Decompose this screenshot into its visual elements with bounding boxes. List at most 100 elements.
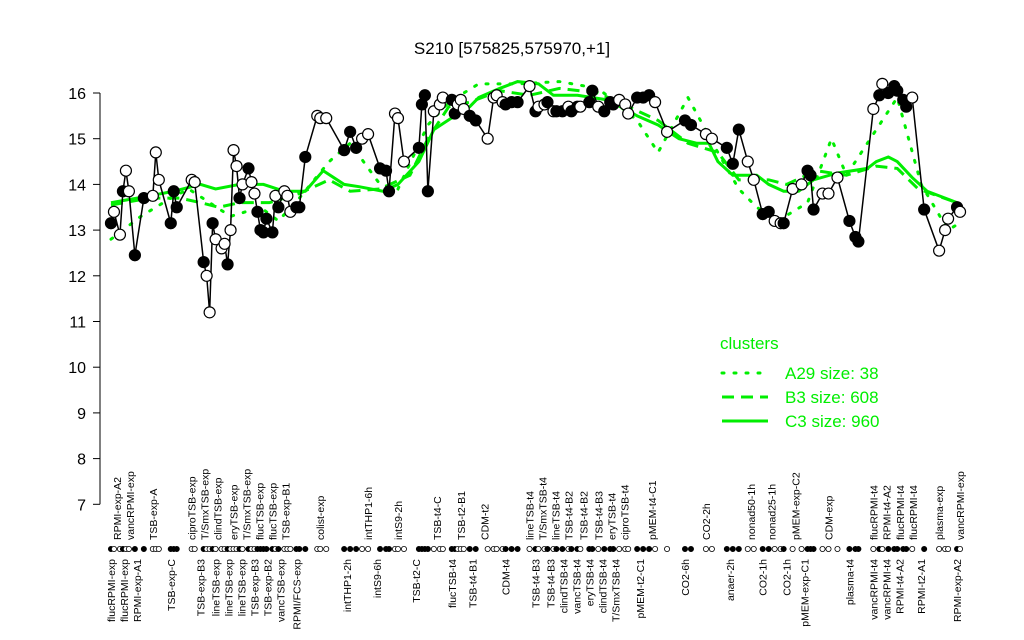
- data-point-filled: [197, 255, 210, 269]
- sample-label-top: CDM-exp: [823, 496, 835, 540]
- sample-label-top: lineTSB-t4: [551, 491, 563, 540]
- data-point-open: [822, 187, 835, 200]
- sample-label-top: TSB-exp-B1: [281, 483, 293, 540]
- data-point-filled: [272, 201, 285, 214]
- data-point-filled: [299, 150, 312, 164]
- rug-dot-filled: [502, 546, 509, 553]
- rug-dot-open: [708, 546, 715, 553]
- data-point-open: [281, 189, 294, 202]
- data-line: [104, 77, 967, 319]
- sample-label-bottom: intTHP1-2h: [342, 559, 354, 612]
- data-point-open: [876, 77, 889, 90]
- y-tick-label: 11: [69, 315, 86, 332]
- rug-dot-filled: [553, 546, 560, 553]
- data-point-filled: [350, 141, 363, 154]
- data-point-open: [245, 176, 258, 189]
- sample-label-top: T/SmxTSB-exp: [200, 469, 212, 540]
- data-point-open: [203, 306, 216, 319]
- rug-dot-filled: [514, 546, 521, 553]
- data-point-open: [906, 91, 919, 104]
- rug-dot-filled: [341, 546, 348, 553]
- cluster-line-dotted: [109, 80, 965, 241]
- sample-label-top: intTHP1-6h: [363, 487, 375, 540]
- sample-label-bottom: lineTSB-exp: [224, 559, 236, 616]
- sample-label-bottom: CDM-t4: [501, 559, 513, 595]
- rug-dot-open: [744, 546, 751, 553]
- data-point-filled: [807, 203, 820, 216]
- rug-dot-open: [239, 546, 246, 553]
- data-point-filled: [891, 84, 904, 97]
- rug-dot-open: [936, 546, 943, 553]
- data-point-filled: [104, 217, 118, 230]
- rug-dot-filled: [687, 546, 694, 553]
- data-point-filled: [469, 114, 482, 127]
- sample-label-top: flucRPMI-t4: [908, 485, 920, 540]
- rug-dot-open: [909, 546, 916, 553]
- rug-dot-open: [789, 546, 796, 553]
- data-point-filled: [233, 192, 246, 205]
- data-point-open: [953, 205, 967, 218]
- data-point-open: [391, 112, 405, 125]
- data-point-open: [227, 144, 240, 157]
- rug-dot-filled: [173, 546, 180, 553]
- sample-label-top: CO2-2h: [701, 503, 713, 540]
- y-tick-label: 16: [68, 86, 86, 103]
- data-point-open: [122, 185, 136, 198]
- data-point-open: [660, 125, 674, 138]
- sample-label-top: nonad25-1h: [767, 484, 779, 540]
- rug-dot-filled: [424, 546, 431, 553]
- rug-dot-open: [834, 546, 841, 553]
- data-point-filled: [726, 157, 739, 170]
- rug-dot-filled: [140, 546, 147, 553]
- rug-dot-open: [945, 546, 952, 553]
- rug-dot-filled: [646, 546, 653, 553]
- rug-dot-open: [323, 546, 330, 553]
- sample-label-top: RPMI-t4-A2: [881, 485, 893, 540]
- sample-label-bottom: T/SmxTSB-t4: [610, 559, 622, 622]
- rug-dot-open: [595, 546, 602, 553]
- rug-dot-filled: [377, 546, 384, 553]
- data-point-filled: [164, 217, 177, 230]
- rug-dot-filled: [846, 546, 853, 553]
- sample-label-top: flucTSB-exp: [255, 483, 267, 540]
- rug-dot-open: [460, 546, 467, 553]
- sample-label-bottom: CO2-1h: [782, 559, 794, 596]
- data-point-filled: [379, 164, 393, 177]
- rug-dot-filled: [885, 546, 892, 553]
- data-point-filled: [732, 123, 745, 136]
- data-point-filled: [762, 205, 775, 218]
- sample-label-bottom: pMEM-exp-C1: [800, 559, 812, 627]
- rug-dot-filled: [347, 546, 354, 553]
- rug-dot-open: [819, 546, 826, 553]
- rug-dot-open: [430, 546, 437, 553]
- rug-dot-filled: [855, 546, 862, 553]
- rug-dot-open: [870, 546, 877, 553]
- rug-dot-filled: [263, 546, 270, 553]
- data-point-open: [200, 269, 213, 282]
- rug-dot-filled: [508, 546, 515, 553]
- rug-dot-open: [577, 546, 584, 553]
- rug-dot-open: [535, 546, 542, 553]
- data-point-open: [795, 178, 808, 191]
- data-point-open: [224, 224, 237, 237]
- legend: clusters A29 size: 38 B3 size: 608 C3 size…: [720, 334, 880, 431]
- sample-label-top: pMEM-exp-C2: [791, 472, 803, 540]
- data-point-open: [188, 176, 201, 189]
- y-tick-label: 7: [77, 497, 86, 514]
- data-point-filled: [242, 162, 255, 175]
- rug-dot-filled: [589, 546, 596, 553]
- data-point-open: [705, 132, 718, 145]
- data-point-filled: [777, 217, 790, 230]
- legend-label: C3 size: 960: [785, 412, 880, 431]
- data-point-filled: [167, 185, 180, 198]
- data-point-filled: [251, 205, 264, 218]
- sample-label-bottom: TSB-t4-B1: [468, 559, 480, 608]
- rug-dot-open: [625, 546, 632, 553]
- rug-dot-filled: [466, 546, 473, 553]
- data-point-filled: [206, 217, 219, 230]
- sample-label-bottom: CO2-1h: [758, 559, 770, 596]
- data-point-open: [152, 173, 165, 186]
- sample-label-top: flucTSB-exp: [268, 483, 280, 540]
- data-point-open: [146, 189, 159, 202]
